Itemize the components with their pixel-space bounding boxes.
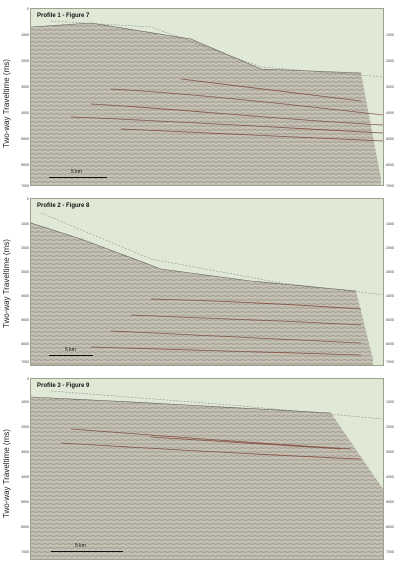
profile-3-left-tick: 5000 — [21, 500, 29, 504]
profile-1-right-tick: 2000 — [386, 59, 394, 63]
profile-1-frame: Profile 1 - Figure 7 5 km — [30, 8, 384, 186]
profile-3-left-tick: 0 — [27, 377, 29, 381]
profile-1-left-tick: 2000 — [21, 59, 29, 63]
profile-1-left-tick: 7000 — [21, 184, 29, 188]
profile-2-left-tick: 6000 — [21, 342, 29, 346]
profile-1-panel: Two-way Traveltime (ms) Profile 1 - Fi — [0, 4, 398, 188]
profile-2-panel: Two-way Traveltime (ms) Profile 2 - Figu… — [0, 194, 398, 366]
profile-1-right-tick: 1000 — [386, 33, 394, 37]
profile-2-left-tick: 7000 — [21, 360, 29, 364]
profile-3-seismic-image — [31, 390, 383, 559]
profile-2-left-tick: 3000 — [21, 270, 29, 274]
profile-3-left-tick: 3000 — [21, 450, 29, 454]
profile-1-left-tick: 5000 — [21, 137, 29, 141]
profile-2-scale-bar — [49, 355, 93, 356]
profile-3-title: Profile 3 - Figure 9 — [37, 383, 90, 389]
profile-3-left-tick: 6000 — [21, 525, 29, 529]
profile-2-left-tick: 0 — [27, 197, 29, 201]
profile-2-left-tick: 1000 — [21, 222, 29, 226]
profile-3-scale-label: 5 km — [75, 543, 86, 549]
profile-3-right-tick: 2000 — [386, 425, 394, 429]
profile-1-left-tick: 0 — [27, 7, 29, 11]
profile-3-left-tick: 2000 — [21, 425, 29, 429]
profile-3-panel: Two-way Traveltime (ms) Profile 3 - Figu… — [0, 374, 398, 561]
profile-3-right-tick: 3000 — [386, 450, 394, 454]
profile-2-title: Profile 2 - Figure 8 — [37, 203, 90, 209]
profile-3-right-tick: 4000 — [386, 475, 394, 479]
profile-2-frame: Profile 2 - Figure 8 5 km — [30, 198, 384, 366]
profile-1-left-tick: 1000 — [21, 33, 29, 37]
profile-3-right-tick: 5000 — [386, 500, 394, 504]
profile-2-right-tick: 2000 — [386, 246, 394, 250]
profile-1-right-tick: 5000 — [386, 137, 394, 141]
profile-2-right-tick: 7000 — [386, 360, 394, 364]
profile-2-right-tick: 4000 — [386, 294, 394, 298]
profile-2-left-tick: 4000 — [21, 294, 29, 298]
profile-1-right-tick: 4000 — [386, 111, 394, 115]
profile-3-scale-bar — [51, 551, 123, 552]
profile-2-right-tick: 5000 — [386, 318, 394, 322]
profile-3-right-tick: 7000 — [386, 550, 394, 554]
profile-1-left-tick: 3000 — [21, 85, 29, 89]
profile-1-scale-label: 5 km — [71, 169, 82, 175]
profile-1-right-tick: 7000 — [386, 184, 394, 188]
profile-1-scale-bar — [49, 177, 107, 178]
profile-3-frame: Profile 3 - Figure 9 5 km — [30, 378, 384, 560]
profile-2-seismic-image — [31, 212, 383, 365]
profile-1-left-tick: 4000 — [21, 111, 29, 115]
profile-3-left-tick: 4000 — [21, 475, 29, 479]
profile-3-yaxis-label: Two-way Traveltime (ms) — [2, 429, 11, 519]
profile-1-left-tick: 6000 — [21, 163, 29, 167]
profile-2-left-tick: 2000 — [21, 246, 29, 250]
profile-1-title: Profile 1 - Figure 7 — [37, 13, 90, 19]
profile-3-left-tick: 7000 — [21, 550, 29, 554]
profile-1-right-tick: 3000 — [386, 85, 394, 89]
profile-1-yaxis-label: Two-way Traveltime (ms) — [2, 59, 11, 149]
profile-1-seismic-image — [31, 20, 383, 185]
profile-3-right-tick: 6000 — [386, 525, 394, 529]
profile-2-yaxis-label: Two-way Traveltime (ms) — [2, 239, 11, 329]
profile-1-right-tick: 6000 — [386, 163, 394, 167]
profile-3-left-tick: 1000 — [21, 400, 29, 404]
profile-2-right-tick: 3000 — [386, 270, 394, 274]
profile-2-right-tick: 1000 — [386, 222, 394, 226]
profile-3-right-tick: 1000 — [386, 400, 394, 404]
profile-2-left-tick: 5000 — [21, 318, 29, 322]
profile-2-scale-label: 5 km — [65, 347, 76, 353]
profile-2-right-tick: 6000 — [386, 342, 394, 346]
